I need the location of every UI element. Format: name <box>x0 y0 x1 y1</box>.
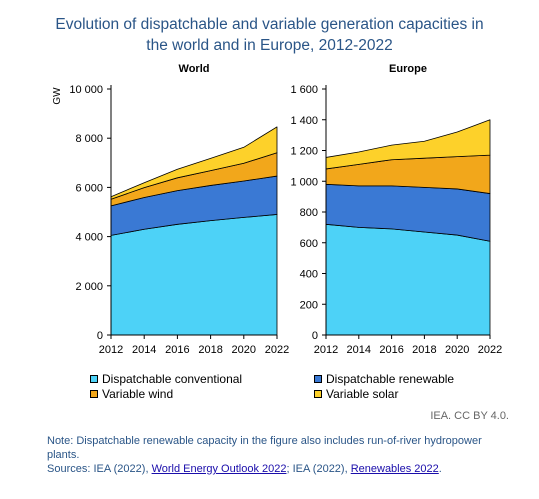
chart-title-line-1: Evolution of dispatchable and variable g… <box>55 16 484 33</box>
world-y-tick-label: 4 000 <box>75 232 103 244</box>
europe-y-tick-label: 0 <box>312 330 318 342</box>
europe-x-tick-label: 2018 <box>412 344 436 356</box>
y-axis-unit-label: GW <box>52 87 63 105</box>
footnote: Note: Dispatchable renewable capacity in… <box>47 434 517 476</box>
world-panel-title: World <box>179 63 210 75</box>
world-y-tick-label: 10 000 <box>69 84 103 96</box>
world-x-tick-label: 2014 <box>132 344 156 356</box>
world-x-tick-label: 2022 <box>265 344 289 356</box>
legend-swatch-dispatchable-renewable <box>314 375 322 383</box>
link-world-energy-outlook[interactable]: World Energy Outlook 2022 <box>151 463 287 475</box>
legend-label-variable-solar: Variable solar <box>326 387 399 401</box>
world-y-tick-label: 8 000 <box>75 133 103 145</box>
legend-item-dispatchable-renewable: Dispatchable renewable <box>314 372 454 386</box>
europe-area-variable-solar <box>325 119 491 170</box>
world-x-tick-label: 2016 <box>165 344 189 356</box>
sources-prefix: Sources: IEA (2022), <box>47 463 152 475</box>
europe-y-tick-label: 1 000 <box>290 176 318 188</box>
europe-area-dispatchable-conventional <box>325 223 491 336</box>
world-y-tick-label: 2 000 <box>75 281 103 293</box>
legend-swatch-variable-solar <box>314 390 322 398</box>
chart-canvas: 0 2 000 4 000 6 000 8 000 10 000 2012 2014 2016 2… <box>52 63 502 356</box>
sources-line: Sources: IEA (2022), World Energy Outloo… <box>47 462 517 476</box>
legend-swatch-dispatchable-conventional <box>90 375 98 383</box>
europe-y-tick-label: 400 <box>300 269 318 281</box>
world-y-tick-label: 6 000 <box>75 182 103 194</box>
world-area-dispatchable-conventional <box>110 214 278 336</box>
legend-label-dispatchable-renewable: Dispatchable renewable <box>326 372 455 386</box>
world-area-variable-solar <box>110 126 278 200</box>
europe-y-tick-label: 200 <box>300 299 318 311</box>
europe-x-tick-label: 2022 <box>478 344 502 356</box>
europe-y-tick-label: 800 <box>300 207 318 219</box>
world-x-tick-label: 2018 <box>198 344 222 356</box>
legend-item-dispatchable-conventional: Dispatchable conventional <box>90 372 242 386</box>
world-x-tick-label: 2020 <box>232 344 256 356</box>
world-y-tick-label: 0 <box>97 330 103 342</box>
sources-end: . <box>438 463 442 475</box>
sources-mid: ; IEA (2022), <box>286 463 351 475</box>
europe-panel-title: Europe <box>389 63 427 75</box>
legend-item-variable-wind: Variable wind <box>90 387 173 401</box>
europe-x-tick-label: 2014 <box>347 344 371 356</box>
europe-panel: 0 200 400 600 800 1 000 1 200 1 400 1 600 2012 201… <box>290 63 502 356</box>
chart-title-line-2: the world and in Europe, 2012-2022 <box>146 37 393 54</box>
europe-y-tick-label: 600 <box>300 238 318 250</box>
source-credit: IEA. CC BY 4.0. <box>430 410 509 422</box>
europe-y-tick-label: 1 400 <box>290 115 318 127</box>
world-panel: 0 2 000 4 000 6 000 8 000 10 000 2012 2014 2016 2… <box>52 63 289 356</box>
legend-label-variable-wind: Variable wind <box>102 387 174 401</box>
europe-y-tick-label: 1 600 <box>290 84 318 96</box>
note-text: Note: Dispatchable renewable capacity in… <box>47 435 482 461</box>
europe-x-tick-label: 2020 <box>445 344 469 356</box>
europe-x-tick-label: 2012 <box>314 344 338 356</box>
chart-title: Evolution of dispatchable and variable g… <box>0 14 539 56</box>
legend-swatch-variable-wind <box>90 390 98 398</box>
link-renewables-2022[interactable]: Renewables 2022 <box>350 463 439 475</box>
europe-y-tick-label: 1 200 <box>290 146 318 158</box>
legend-item-variable-solar: Variable solar <box>314 387 398 401</box>
world-x-tick-label: 2012 <box>99 344 123 356</box>
legend-label-dispatchable-conventional: Dispatchable conventional <box>102 372 243 386</box>
europe-x-tick-label: 2016 <box>379 344 403 356</box>
